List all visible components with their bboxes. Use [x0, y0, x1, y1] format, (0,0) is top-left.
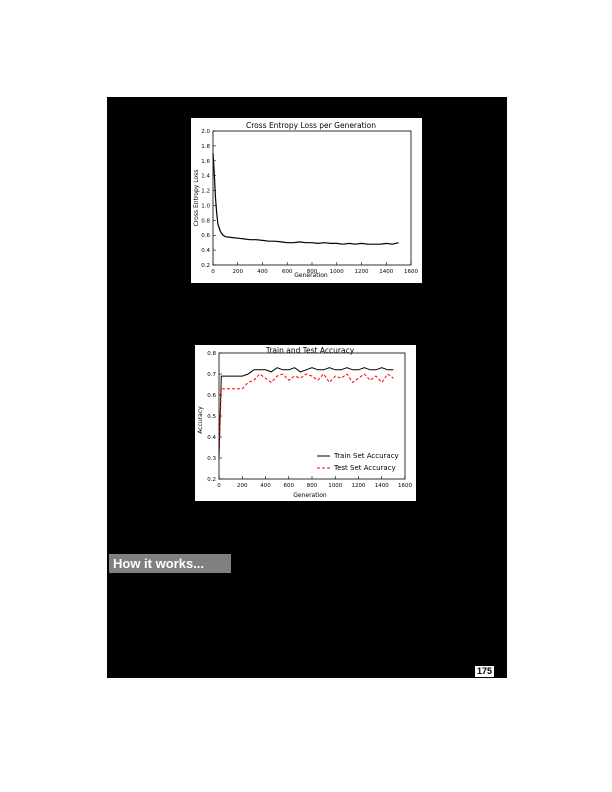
x-tick-label: 0	[217, 483, 221, 489]
loss-series-line	[212, 153, 399, 245]
x-tick-label: 1000	[328, 483, 342, 489]
x-tick-label: 400	[260, 483, 271, 489]
plot-frame	[212, 130, 412, 266]
y-tick-label: 0.3	[207, 456, 216, 462]
section-heading: How it works...	[109, 554, 231, 573]
x-tick-label: 200	[237, 483, 248, 489]
y-tick-label: 1.8	[201, 144, 210, 150]
x-tick-label: 600	[284, 483, 295, 489]
y-tick-label: 1.4	[201, 174, 210, 180]
y-tick-label: 0.2	[201, 263, 210, 269]
y-tick-label: 1.0	[201, 203, 210, 209]
page-number: 175	[475, 666, 494, 677]
x-tick-label: 800	[307, 269, 318, 275]
page-content-block: Cross Entropy Loss per Generation Genera…	[107, 97, 507, 678]
test-accuracy-line	[218, 373, 394, 459]
chart-title: Cross Entropy Loss per Generation	[246, 121, 376, 130]
y-tick-label: 0.6	[201, 233, 210, 239]
y-tick-label: 0.7	[207, 372, 216, 378]
chart-title: Train and Test Accuracy	[265, 346, 355, 355]
y-tick-label: 1.6	[201, 159, 210, 165]
x-axis-label: Generation	[293, 492, 327, 499]
y-tick-label: 0.2	[207, 477, 216, 483]
loss-chart-svg: Cross Entropy Loss per Generation Genera…	[193, 121, 418, 279]
y-axis-label: Cross Entropy Loss	[193, 170, 200, 227]
y-tick-label: 0.5	[207, 414, 216, 420]
y-tick-label: 0.4	[201, 248, 210, 254]
y-tick-label: 0.8	[201, 218, 210, 224]
x-axis-label: Generation	[294, 272, 328, 279]
x-tick-label: 1400	[379, 269, 393, 275]
x-tick-label: 1600	[404, 269, 418, 275]
y-tick-label: 2.0	[201, 129, 210, 135]
y-tick-label: 0.6	[207, 393, 216, 399]
x-tick-label: 400	[257, 269, 268, 275]
plot-frame	[218, 352, 406, 480]
y-tick-label: 0.4	[207, 435, 216, 441]
y-tick-label: 1.2	[201, 189, 210, 195]
x-tick-label: 200	[233, 269, 244, 275]
x-tick-label: 600	[282, 269, 293, 275]
x-tick-label: 1200	[355, 269, 369, 275]
x-tick-label: 800	[307, 483, 318, 489]
legend-label-test: Test Set Accuracy	[333, 464, 396, 472]
legend-label-train: Train Set Accuracy	[333, 452, 399, 460]
y-axis-label: Accuracy	[197, 406, 204, 434]
x-tick-label: 1600	[398, 483, 412, 489]
x-tick-label: 1200	[352, 483, 366, 489]
x-tick-label: 0	[211, 269, 215, 275]
x-tick-label: 1400	[375, 483, 389, 489]
legend: Train Set Accuracy Test Set Accuracy	[317, 452, 399, 472]
y-tick-label: 0.8	[207, 351, 216, 357]
loss-chart: Cross Entropy Loss per Generation Genera…	[191, 118, 422, 283]
accuracy-chart: Train and Test Accuracy Generation Accur…	[195, 345, 416, 501]
train-accuracy-line	[218, 367, 394, 456]
accuracy-chart-svg: Train and Test Accuracy Generation Accur…	[197, 346, 412, 499]
x-tick-label: 1000	[330, 269, 344, 275]
